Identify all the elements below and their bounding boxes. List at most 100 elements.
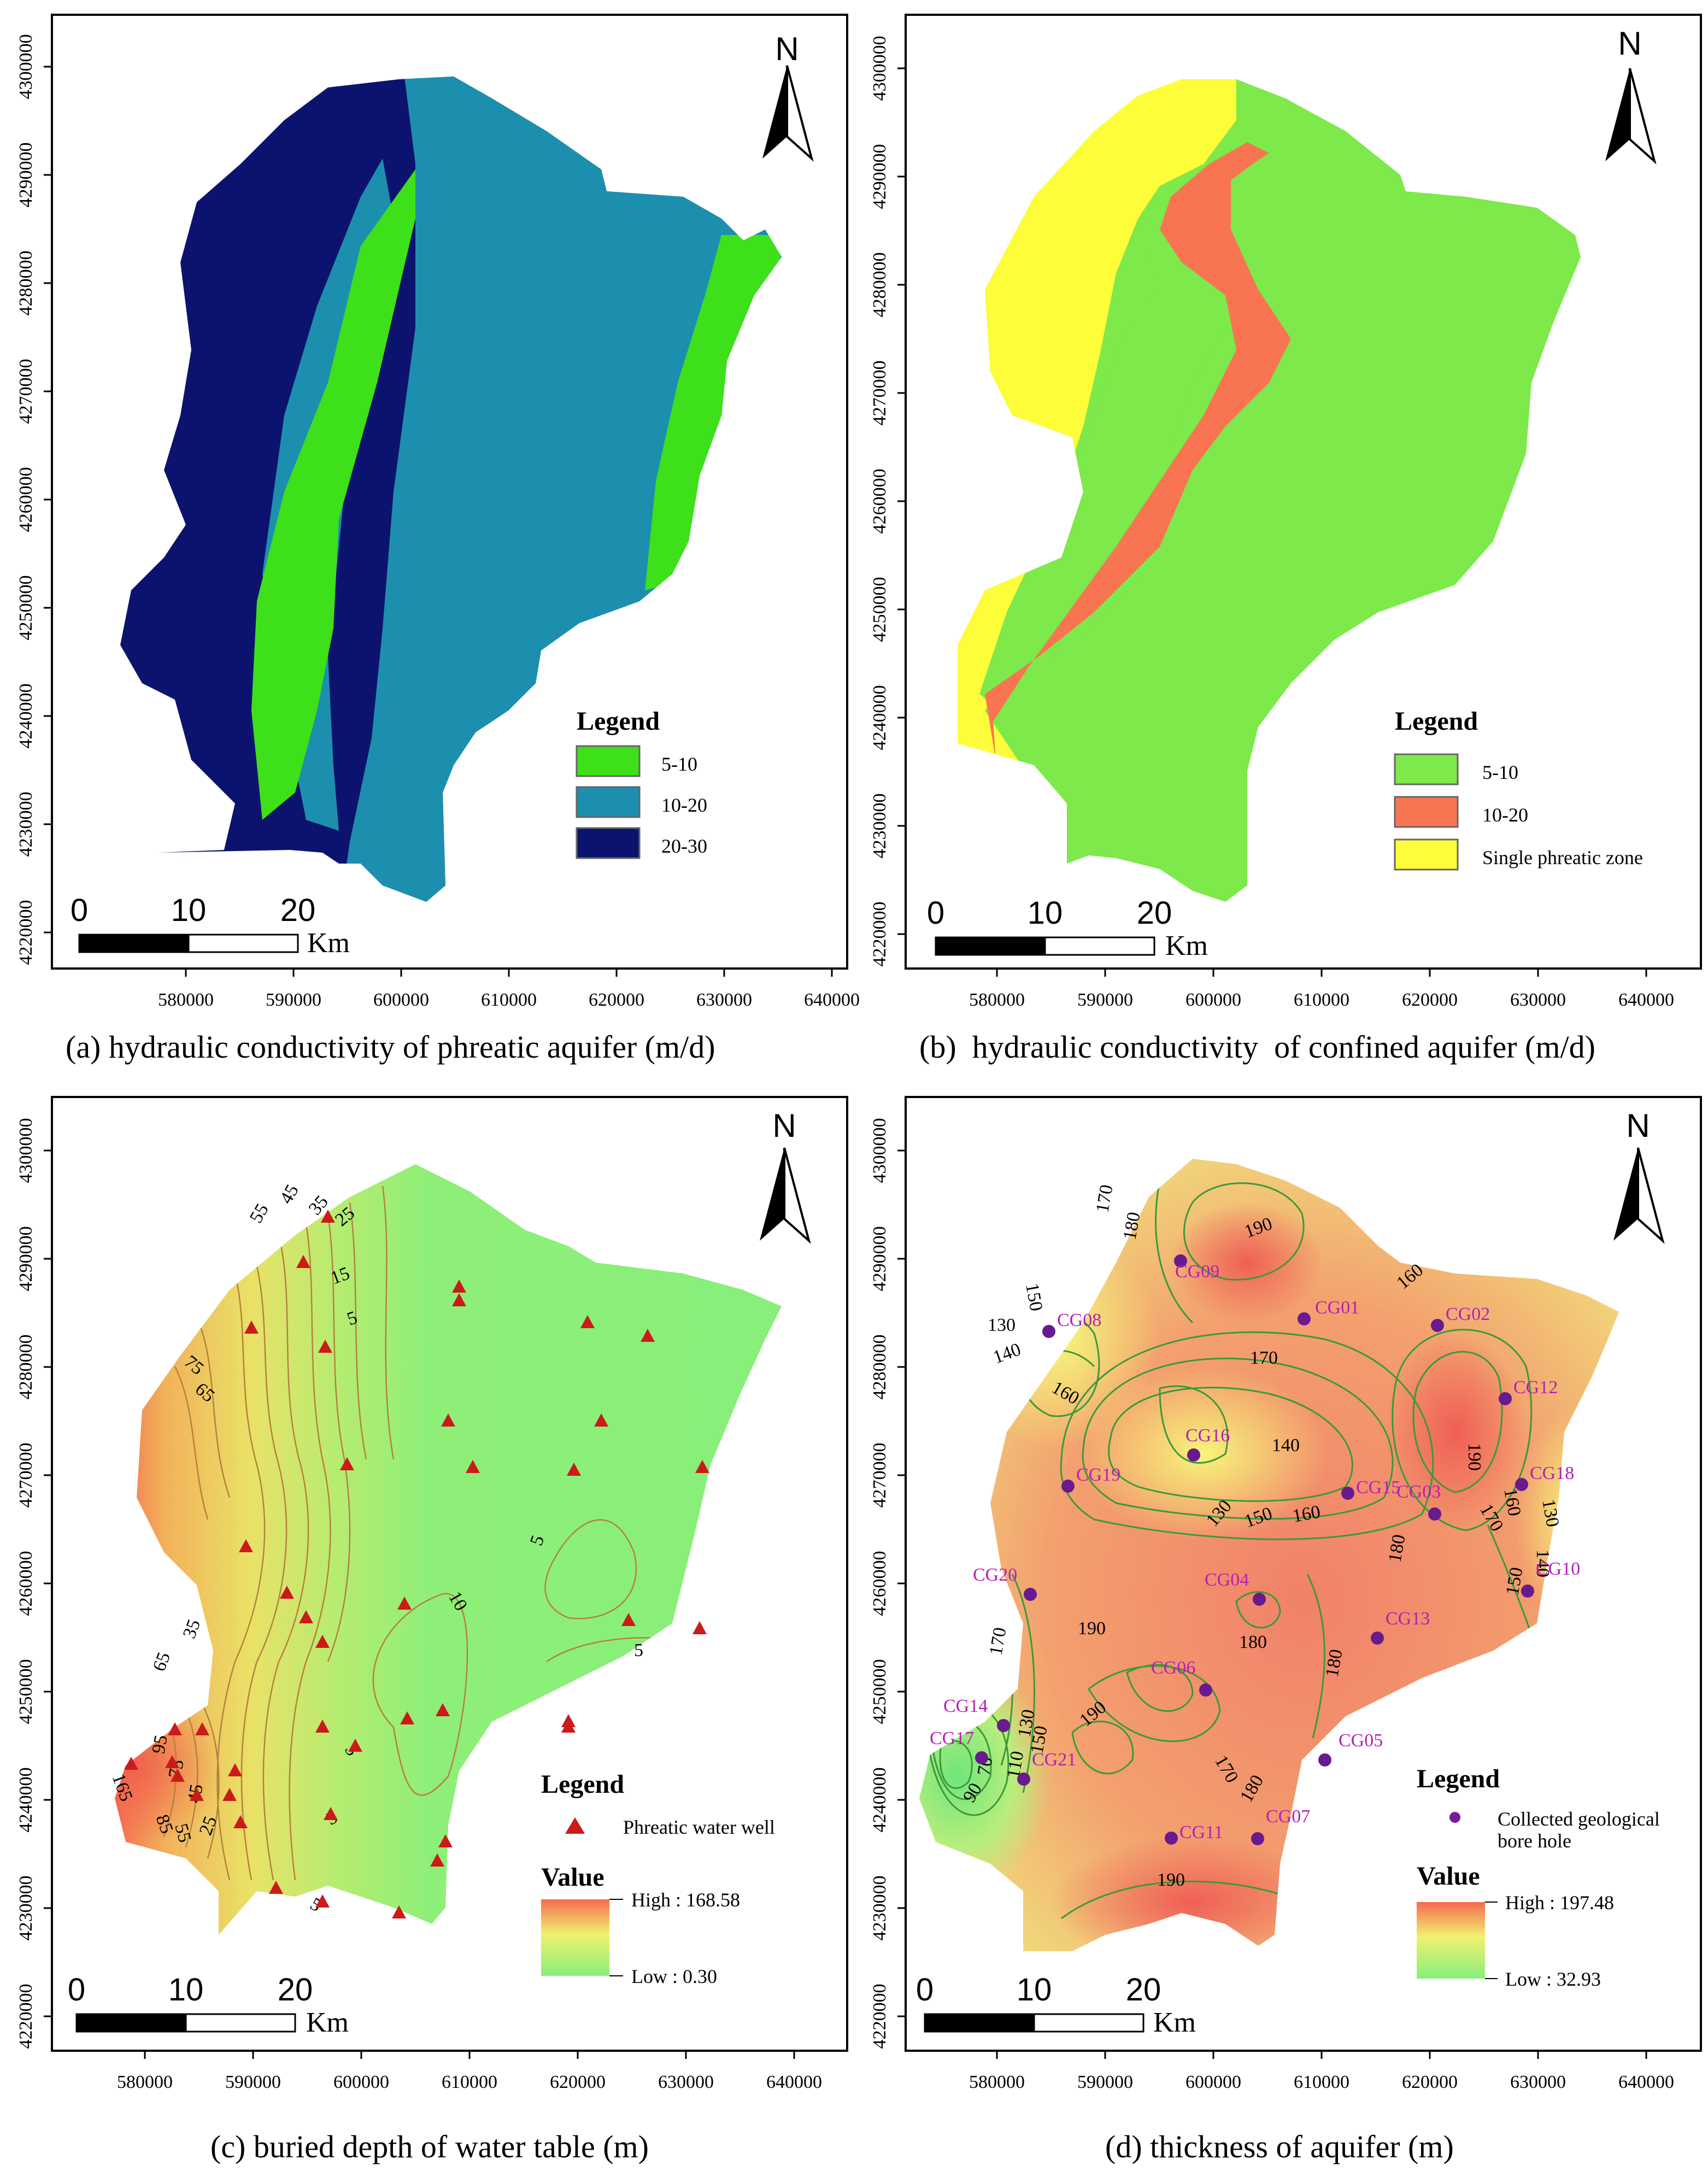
y-tick-label: 4240000	[870, 685, 890, 750]
well-triangle-icon	[324, 1807, 338, 1820]
caption-b: (b) hydraulic conductivity of confined a…	[919, 1029, 1595, 1065]
zone-b-5-10-inner	[979, 186, 1236, 705]
borehole-dot-icon	[997, 1719, 1010, 1732]
svg-text:190: 190	[1464, 1443, 1484, 1471]
map-a-svg: N Legend 5-10 10-20 20-30 0 10 20 Km 580…	[16, 14, 860, 1010]
well-triangle-icon	[438, 1834, 453, 1847]
borehole-dot-icon	[1341, 1487, 1354, 1500]
map-c-svg: 55 45 35 25 15 5 75 65 10 5 5 5 65 35 95…	[16, 1096, 848, 2092]
y-tick-label: 4300000	[16, 34, 36, 99]
x-tick-label: 620000	[550, 2072, 606, 2092]
y-tick-label: 4270000	[16, 1443, 36, 1508]
caption-d: (d) thickness of aquifer (m)	[1105, 2129, 1454, 2164]
y-tick-label: 4260000	[16, 467, 36, 532]
y-tick-label: 4240000	[870, 1768, 890, 1833]
x-tick-label: 610000	[1294, 990, 1349, 1010]
svg-text:150: 150	[1026, 1724, 1051, 1756]
map-b-svg: N Legend 5-10 10-20 Single phreatic zone…	[870, 14, 1702, 1010]
x-tick-label: 630000	[658, 2072, 714, 2092]
x-tick-label: 640000	[1618, 2072, 1674, 2092]
value-high: High : 197.48	[1505, 1892, 1614, 1914]
well-triangle-icon	[561, 1714, 576, 1727]
borehole-label: CG01	[1315, 1298, 1359, 1318]
y-tick-label: 4280000	[870, 1335, 890, 1400]
x-tick-label: 640000	[1618, 990, 1674, 1010]
svg-text:130: 130	[1014, 1708, 1038, 1739]
legend-borehole-label-line1: Collected geological	[1498, 1808, 1660, 1830]
x-tick-label: 630000	[1510, 2072, 1566, 2092]
y-tick-label: 4240000	[16, 1768, 36, 1833]
well-triangle-icon	[233, 1815, 248, 1828]
y-tick-label: 4260000	[870, 1551, 890, 1616]
well-triangle-icon	[190, 1788, 204, 1801]
legend-title: Legend	[1395, 707, 1478, 736]
borehole-dot-icon	[1251, 1832, 1264, 1845]
borehole-label: CG18	[1530, 1463, 1574, 1483]
well-triangle-icon	[452, 1280, 466, 1293]
well-triangle-icon	[567, 1463, 581, 1476]
well-triangle-icon	[692, 1621, 707, 1634]
borehole-label: CG15	[1356, 1477, 1400, 1498]
legend-label-10-20: 10-20	[661, 794, 707, 816]
well-triangle-icon	[315, 1894, 330, 1908]
svg-text:170: 170	[985, 1626, 1010, 1657]
svg-text:140: 140	[1272, 1435, 1300, 1456]
svg-text:170: 170	[1092, 1183, 1117, 1214]
borehole-dot-icon	[1449, 1812, 1460, 1823]
value-low: Low : 0.30	[631, 1965, 717, 1987]
borehole-markers: CG01 CG02 CG03 CG04 CG05 CG06 CG07 CG08 CG09 CG10…	[930, 1254, 1580, 1845]
north-arrow-icon	[1613, 1147, 1665, 1244]
y-tick-label: 4250000	[16, 1659, 36, 1724]
y-axis-ticks: 4300000 4290000 4280000 4270000 4260000 42500…	[870, 1118, 906, 2049]
legend-swatch-20-30	[576, 827, 641, 859]
north-label: N	[1618, 25, 1641, 62]
borehole-dot-icon	[1428, 1507, 1441, 1521]
well-triangle-icon	[392, 1905, 406, 1918]
well-triangle-icon	[280, 1586, 294, 1599]
svg-text:20: 20	[280, 893, 316, 928]
y-tick-label: 4230000	[870, 1876, 890, 1941]
well-triangle-icon	[695, 1460, 709, 1473]
x-tick-label: 590000	[1077, 990, 1133, 1010]
borehole-label: CG14	[943, 1696, 988, 1716]
borehole-label: CG21	[1032, 1750, 1076, 1770]
well-triangle-icon	[299, 1610, 313, 1623]
x-tick-label: 600000	[1185, 2072, 1241, 2092]
svg-text:20: 20	[278, 1972, 313, 2008]
y-tick-label: 4220000	[16, 900, 36, 965]
borehole-label: CG04	[1205, 1570, 1249, 1590]
borehole-dot-icon	[1174, 1254, 1187, 1267]
svg-text:180: 180	[1119, 1211, 1144, 1242]
x-axis-ticks: 580000 590000 600000 610000 620000 630000 6400…	[969, 2051, 1674, 2092]
scale-bar: 0 10 20 Km	[927, 895, 1208, 961]
y-axis-ticks: 4300000 4290000 4280000 4270000 4260000 42500…	[870, 36, 906, 967]
north-arrow-icon	[762, 65, 814, 162]
svg-text:0: 0	[71, 893, 88, 928]
y-tick-label: 4290000	[16, 1227, 36, 1292]
value-title: Value	[541, 1863, 604, 1892]
north-arrow-icon	[1605, 68, 1657, 165]
map-panel-d: 170 180 190 150 160 130 140 160 170 140 …	[854, 1082, 1708, 2183]
north-label: N	[1626, 1107, 1650, 1144]
y-tick-label: 4230000	[870, 794, 890, 859]
svg-text:180: 180	[1322, 1648, 1346, 1679]
well-triangle-icon	[318, 1340, 332, 1353]
borehole-label: CG11	[1179, 1822, 1223, 1842]
legend-swatch-5-10	[1394, 753, 1459, 785]
svg-text:150: 150	[1022, 1282, 1046, 1313]
legend-label-10-20: 10-20	[1482, 804, 1528, 826]
svg-text:Km: Km	[307, 928, 350, 959]
legend-swatch-10-20	[1394, 796, 1459, 828]
caption-a: (a) hydraulic conductivity of phreatic a…	[66, 1029, 715, 1065]
well-triangle-icon	[124, 1757, 138, 1770]
svg-text:160: 160	[1291, 1502, 1322, 1527]
y-tick-label: 4250000	[16, 576, 36, 641]
map-d-svg: 170 180 190 150 160 130 140 160 170 140 …	[870, 1096, 1702, 2092]
legend-borehole-label-line2: bore hole	[1498, 1830, 1571, 1852]
well-triangle-icon	[348, 1739, 362, 1752]
borehole-dot-icon	[1253, 1593, 1266, 1606]
well-triangle-icon	[594, 1413, 608, 1427]
legend-title: Legend	[541, 1770, 624, 1799]
y-tick-label: 4300000	[870, 36, 890, 101]
svg-text:0: 0	[927, 895, 944, 931]
